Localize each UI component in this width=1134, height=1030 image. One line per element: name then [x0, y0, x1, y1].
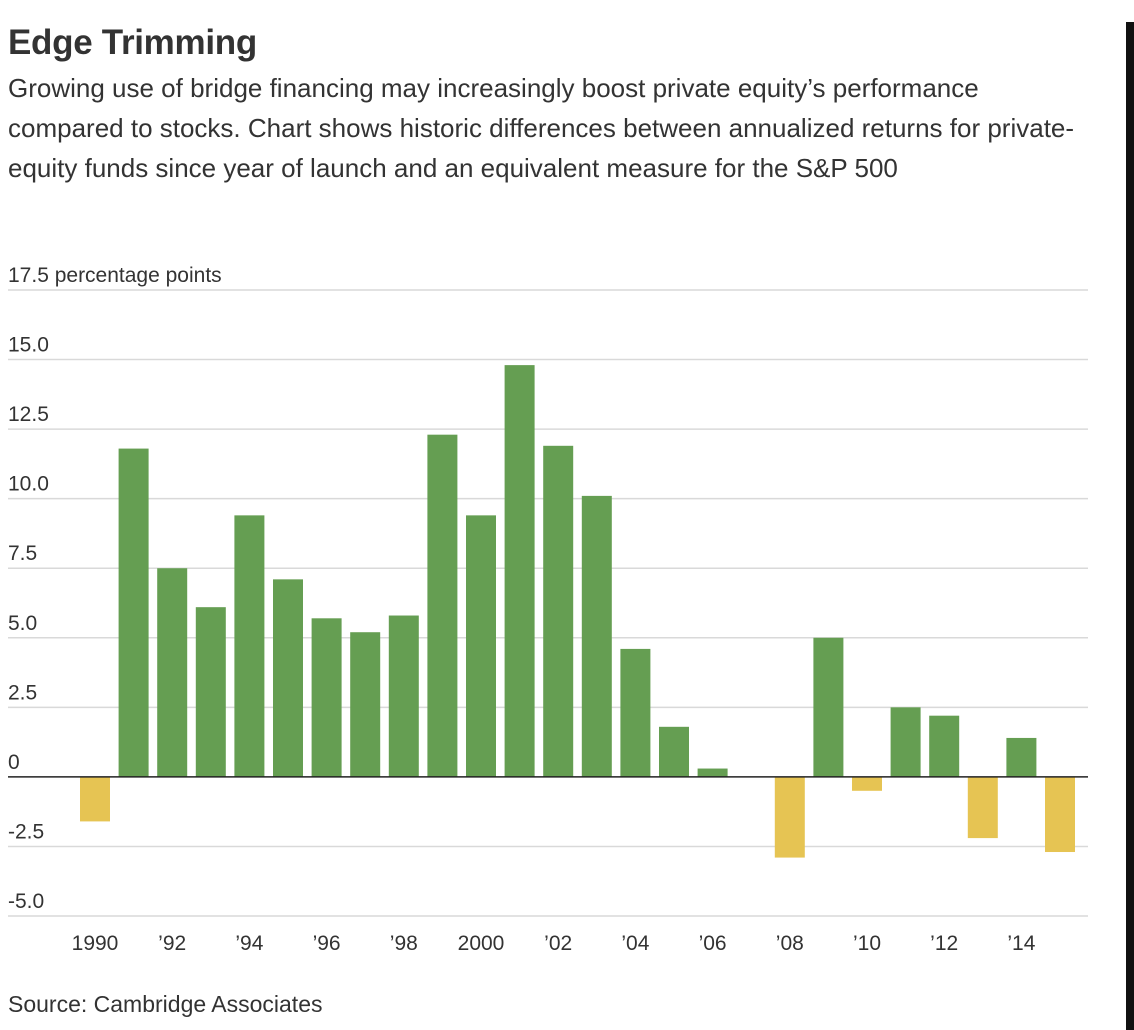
bar-2002: [543, 445, 574, 777]
bar-1995: [273, 579, 303, 777]
bar-1998: [388, 615, 419, 777]
bar-1996: [311, 618, 342, 777]
bar-1997: [350, 632, 381, 777]
bar-2011: [890, 707, 921, 777]
bar-2000: [466, 515, 496, 777]
x-tick-label: 2000: [458, 932, 505, 955]
bar-2012: [929, 715, 960, 777]
bar-2008: [774, 776, 805, 858]
y-tick-label: 5.0: [8, 612, 37, 635]
x-tick-label: ’04: [621, 932, 649, 955]
bar-2006: [697, 768, 728, 777]
y-tick-label: 10.0: [8, 473, 49, 496]
x-tick-label: ’94: [235, 932, 263, 955]
bar-1991: [118, 448, 149, 777]
bar-2005: [659, 726, 689, 777]
bar-1990: [80, 776, 110, 822]
bar-2014: [1006, 737, 1037, 777]
bar-1992: [157, 568, 188, 777]
x-tick-label: ’12: [930, 932, 958, 955]
bar-1999: [427, 434, 458, 777]
y-tick-label: 7.5: [8, 542, 37, 565]
right-border-rule: [1126, 22, 1134, 1030]
x-tick-label: ’92: [158, 932, 186, 955]
chart-title: Edge Trimming: [8, 23, 257, 62]
y-tick-label: 17.5 percentage points: [8, 264, 222, 287]
y-tick-label: 12.5: [8, 403, 49, 426]
chart-subtitle: Growing use of bridge financing may incr…: [8, 73, 1075, 183]
source-note: Source: Cambridge Associates: [8, 991, 323, 1017]
y-tick-label: 15.0: [8, 334, 49, 357]
x-tick-label: ’14: [1007, 932, 1035, 955]
x-tick-label: ’08: [776, 932, 804, 955]
y-tick-label: 2.5: [8, 681, 37, 704]
x-tick-label: ’06: [699, 932, 727, 955]
bar-2004: [620, 648, 651, 777]
bar-chart: -5.0 -2.5 0 2.5 5.0 7.5 10.0 12.5 15.0 17.5 perce…: [8, 264, 1088, 955]
y-tick-label: -5.0: [8, 890, 44, 913]
bar-2003: [581, 495, 612, 777]
x-tick-label: ’98: [390, 932, 418, 955]
x-tick-label: ’96: [313, 932, 341, 955]
bar-2015: [1045, 776, 1075, 853]
x-tick-label: ’10: [853, 932, 881, 955]
bar-1994: [234, 515, 265, 777]
bar-2009: [813, 637, 844, 777]
x-tick-label: 1990: [72, 932, 119, 955]
bar-2013: [967, 776, 998, 839]
bar-1993: [195, 607, 226, 777]
bar-2001: [504, 365, 535, 777]
y-tick-label: -2.5: [8, 820, 44, 843]
y-tick-label: 0: [8, 751, 20, 774]
x-tick-label: ’02: [544, 932, 572, 955]
bar-2010: [852, 776, 882, 791]
